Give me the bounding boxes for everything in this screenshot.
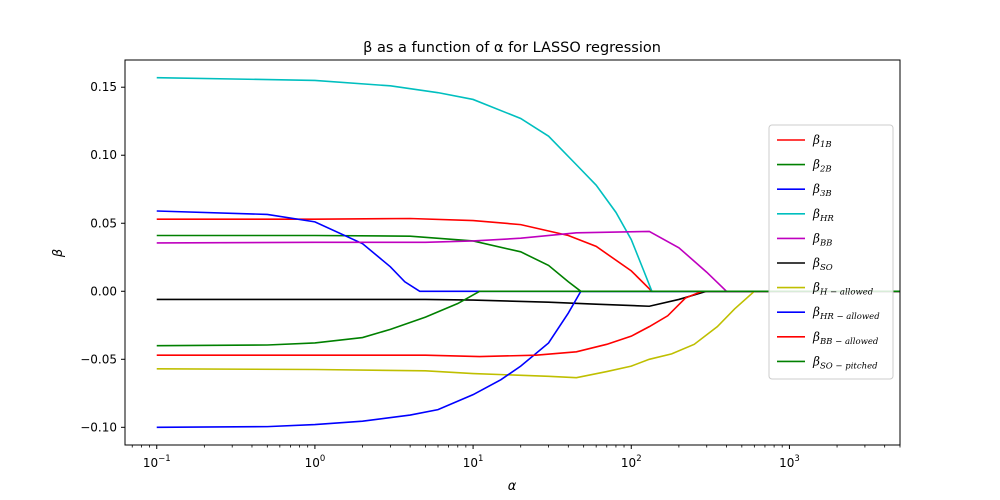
legend-label: β1B bbox=[812, 133, 832, 150]
y-axis-title: β bbox=[51, 249, 66, 258]
y-tick-label: −0.05 bbox=[80, 352, 117, 366]
series-line-1 bbox=[156, 217, 900, 293]
legend-label: βBB − allowed bbox=[812, 330, 879, 347]
series-line-8 bbox=[156, 290, 900, 429]
x-tick-label: 102 bbox=[621, 454, 642, 470]
x-tick-label: 101 bbox=[463, 454, 484, 470]
legend-label: β3B bbox=[812, 182, 832, 199]
x-tick-label: 100 bbox=[305, 454, 326, 470]
x-tick-label: 10−1 bbox=[143, 454, 171, 470]
x-tick-label: 103 bbox=[779, 454, 800, 470]
series-line-3 bbox=[156, 210, 900, 293]
legend-label: βHR bbox=[812, 207, 834, 224]
y-tick-label: 0.15 bbox=[90, 80, 117, 94]
y-tick-label: −0.10 bbox=[80, 420, 117, 434]
series-line-7 bbox=[156, 290, 900, 379]
y-axis: −0.10 −0.05 0.00 0.05 0.10 0.15 bbox=[80, 80, 125, 434]
legend-label: βSO − pitched bbox=[812, 354, 878, 371]
plot-lines bbox=[156, 76, 900, 429]
x-axis: 10−1 100 101 102 103 bbox=[131, 445, 901, 470]
y-tick-label: 0.00 bbox=[90, 284, 117, 298]
y-tick-label: 0.10 bbox=[90, 148, 117, 162]
legend-label: βH − allowed bbox=[812, 281, 874, 298]
series-line-9 bbox=[156, 290, 900, 358]
y-tick-label: 0.05 bbox=[90, 216, 117, 230]
series-line-4 bbox=[156, 76, 900, 293]
series-line-5 bbox=[156, 230, 900, 293]
legend-label: βHR − allowed bbox=[812, 305, 880, 322]
series-line-10 bbox=[156, 290, 900, 347]
legend: β1B β2B β3B βHR βBB βSO βH − allowed βHR − allo… bbox=[768, 124, 894, 380]
x-axis-title: α bbox=[508, 479, 517, 494]
legend-label: βSO bbox=[812, 256, 833, 273]
legend-label: βBB bbox=[812, 231, 832, 248]
legend-label: β2B bbox=[812, 158, 832, 175]
chart-title: β as a function of α for LASSO regressio… bbox=[363, 40, 661, 56]
plot-frame bbox=[124, 59, 901, 446]
